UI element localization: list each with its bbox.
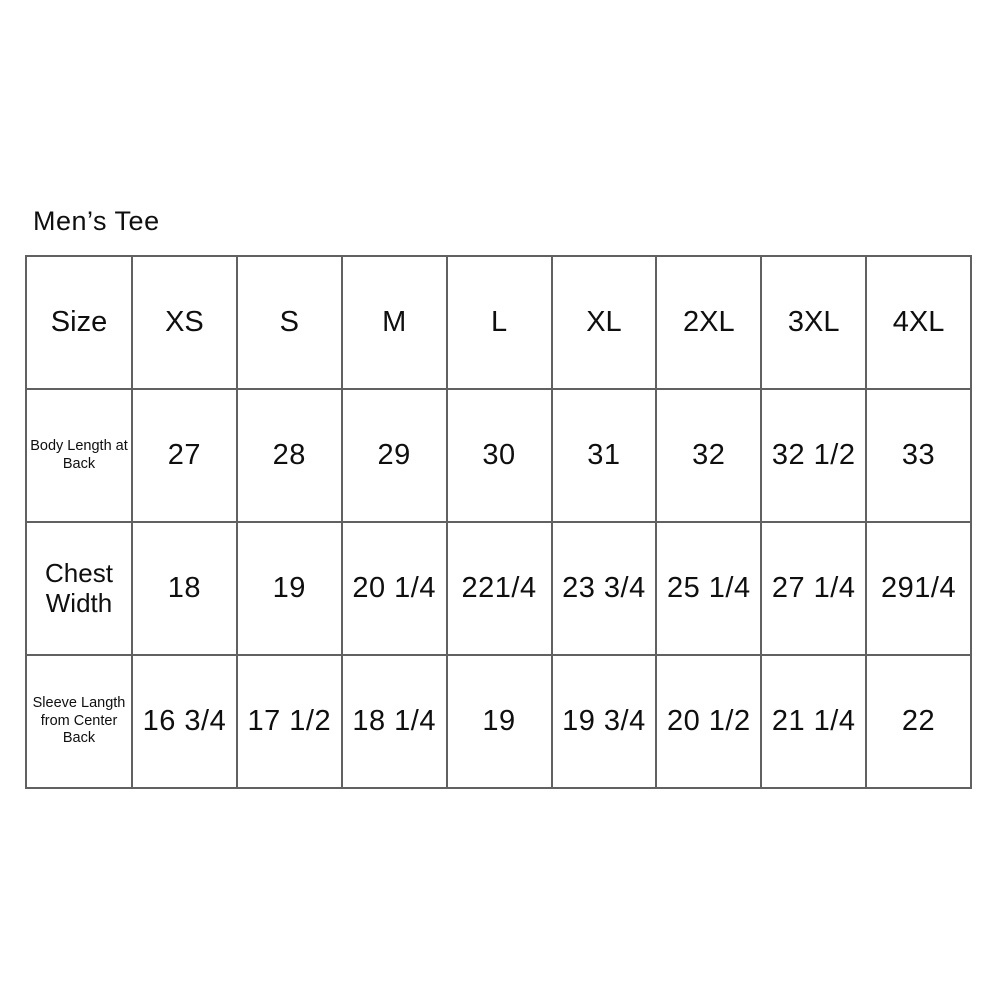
- chest-width-m: 20 1/4: [340, 521, 448, 656]
- col-header-xs: XS: [131, 255, 238, 390]
- col-header-4xl: 4XL: [865, 255, 972, 390]
- body-length-l: 30: [445, 388, 553, 523]
- sleeve-length-s: 17 1/2: [235, 654, 343, 789]
- col-header-3xl: 3XL: [760, 255, 868, 390]
- body-length-m: 29: [340, 388, 448, 523]
- sleeve-length-m: 18 1/4: [340, 654, 448, 789]
- table-row-chest-width: Chest Width 18 19 20 1/4 221/4 23 3/4 25…: [25, 521, 972, 656]
- col-header-l: L: [445, 255, 553, 390]
- col-header-s: S: [235, 255, 343, 390]
- body-length-2xl: 32: [655, 388, 763, 523]
- sleeve-length-xl: 19 3/4: [550, 654, 658, 789]
- row-label-body-length: Body Length at Back: [25, 388, 133, 523]
- body-length-xs: 27: [131, 388, 238, 523]
- chest-width-l: 221/4: [445, 521, 553, 656]
- chest-width-xl: 23 3/4: [550, 521, 658, 656]
- sleeve-length-xs: 16 3/4: [131, 654, 238, 789]
- col-header-xl: XL: [550, 255, 658, 390]
- chest-width-xs: 18: [131, 521, 238, 656]
- body-length-xl: 31: [550, 388, 658, 523]
- chest-width-s: 19: [235, 521, 343, 656]
- col-header-2xl: 2XL: [655, 255, 763, 390]
- body-length-4xl: 33: [865, 388, 972, 523]
- sleeve-length-4xl: 22: [865, 654, 972, 789]
- body-length-3xl: 32 1/2: [760, 388, 868, 523]
- table-header-row: Size XS S M L XL 2XL 3XL 4XL: [25, 255, 972, 390]
- sleeve-length-3xl: 21 1/4: [760, 654, 868, 789]
- sleeve-length-l: 19: [445, 654, 553, 789]
- chest-width-3xl: 27 1/4: [760, 521, 868, 656]
- col-header-m: M: [340, 255, 448, 390]
- size-chart-table: Size XS S M L XL 2XL 3XL 4XL Body Length…: [25, 255, 972, 789]
- size-header-cell: Size: [25, 255, 133, 390]
- table-row-sleeve-length: Sleeve Langth from Center Back 16 3/4 17…: [25, 654, 972, 789]
- page-title: Men’s Tee: [33, 206, 160, 236]
- body-length-s: 28: [235, 388, 343, 523]
- chest-width-2xl: 25 1/4: [655, 521, 763, 656]
- row-label-chest-width: Chest Width: [25, 521, 133, 656]
- sleeve-length-2xl: 20 1/2: [655, 654, 763, 789]
- table-row-body-length: Body Length at Back 27 28 29 30 31 32 32…: [25, 388, 972, 523]
- chest-width-4xl: 291/4: [865, 521, 972, 656]
- row-label-sleeve-length: Sleeve Langth from Center Back: [25, 654, 133, 789]
